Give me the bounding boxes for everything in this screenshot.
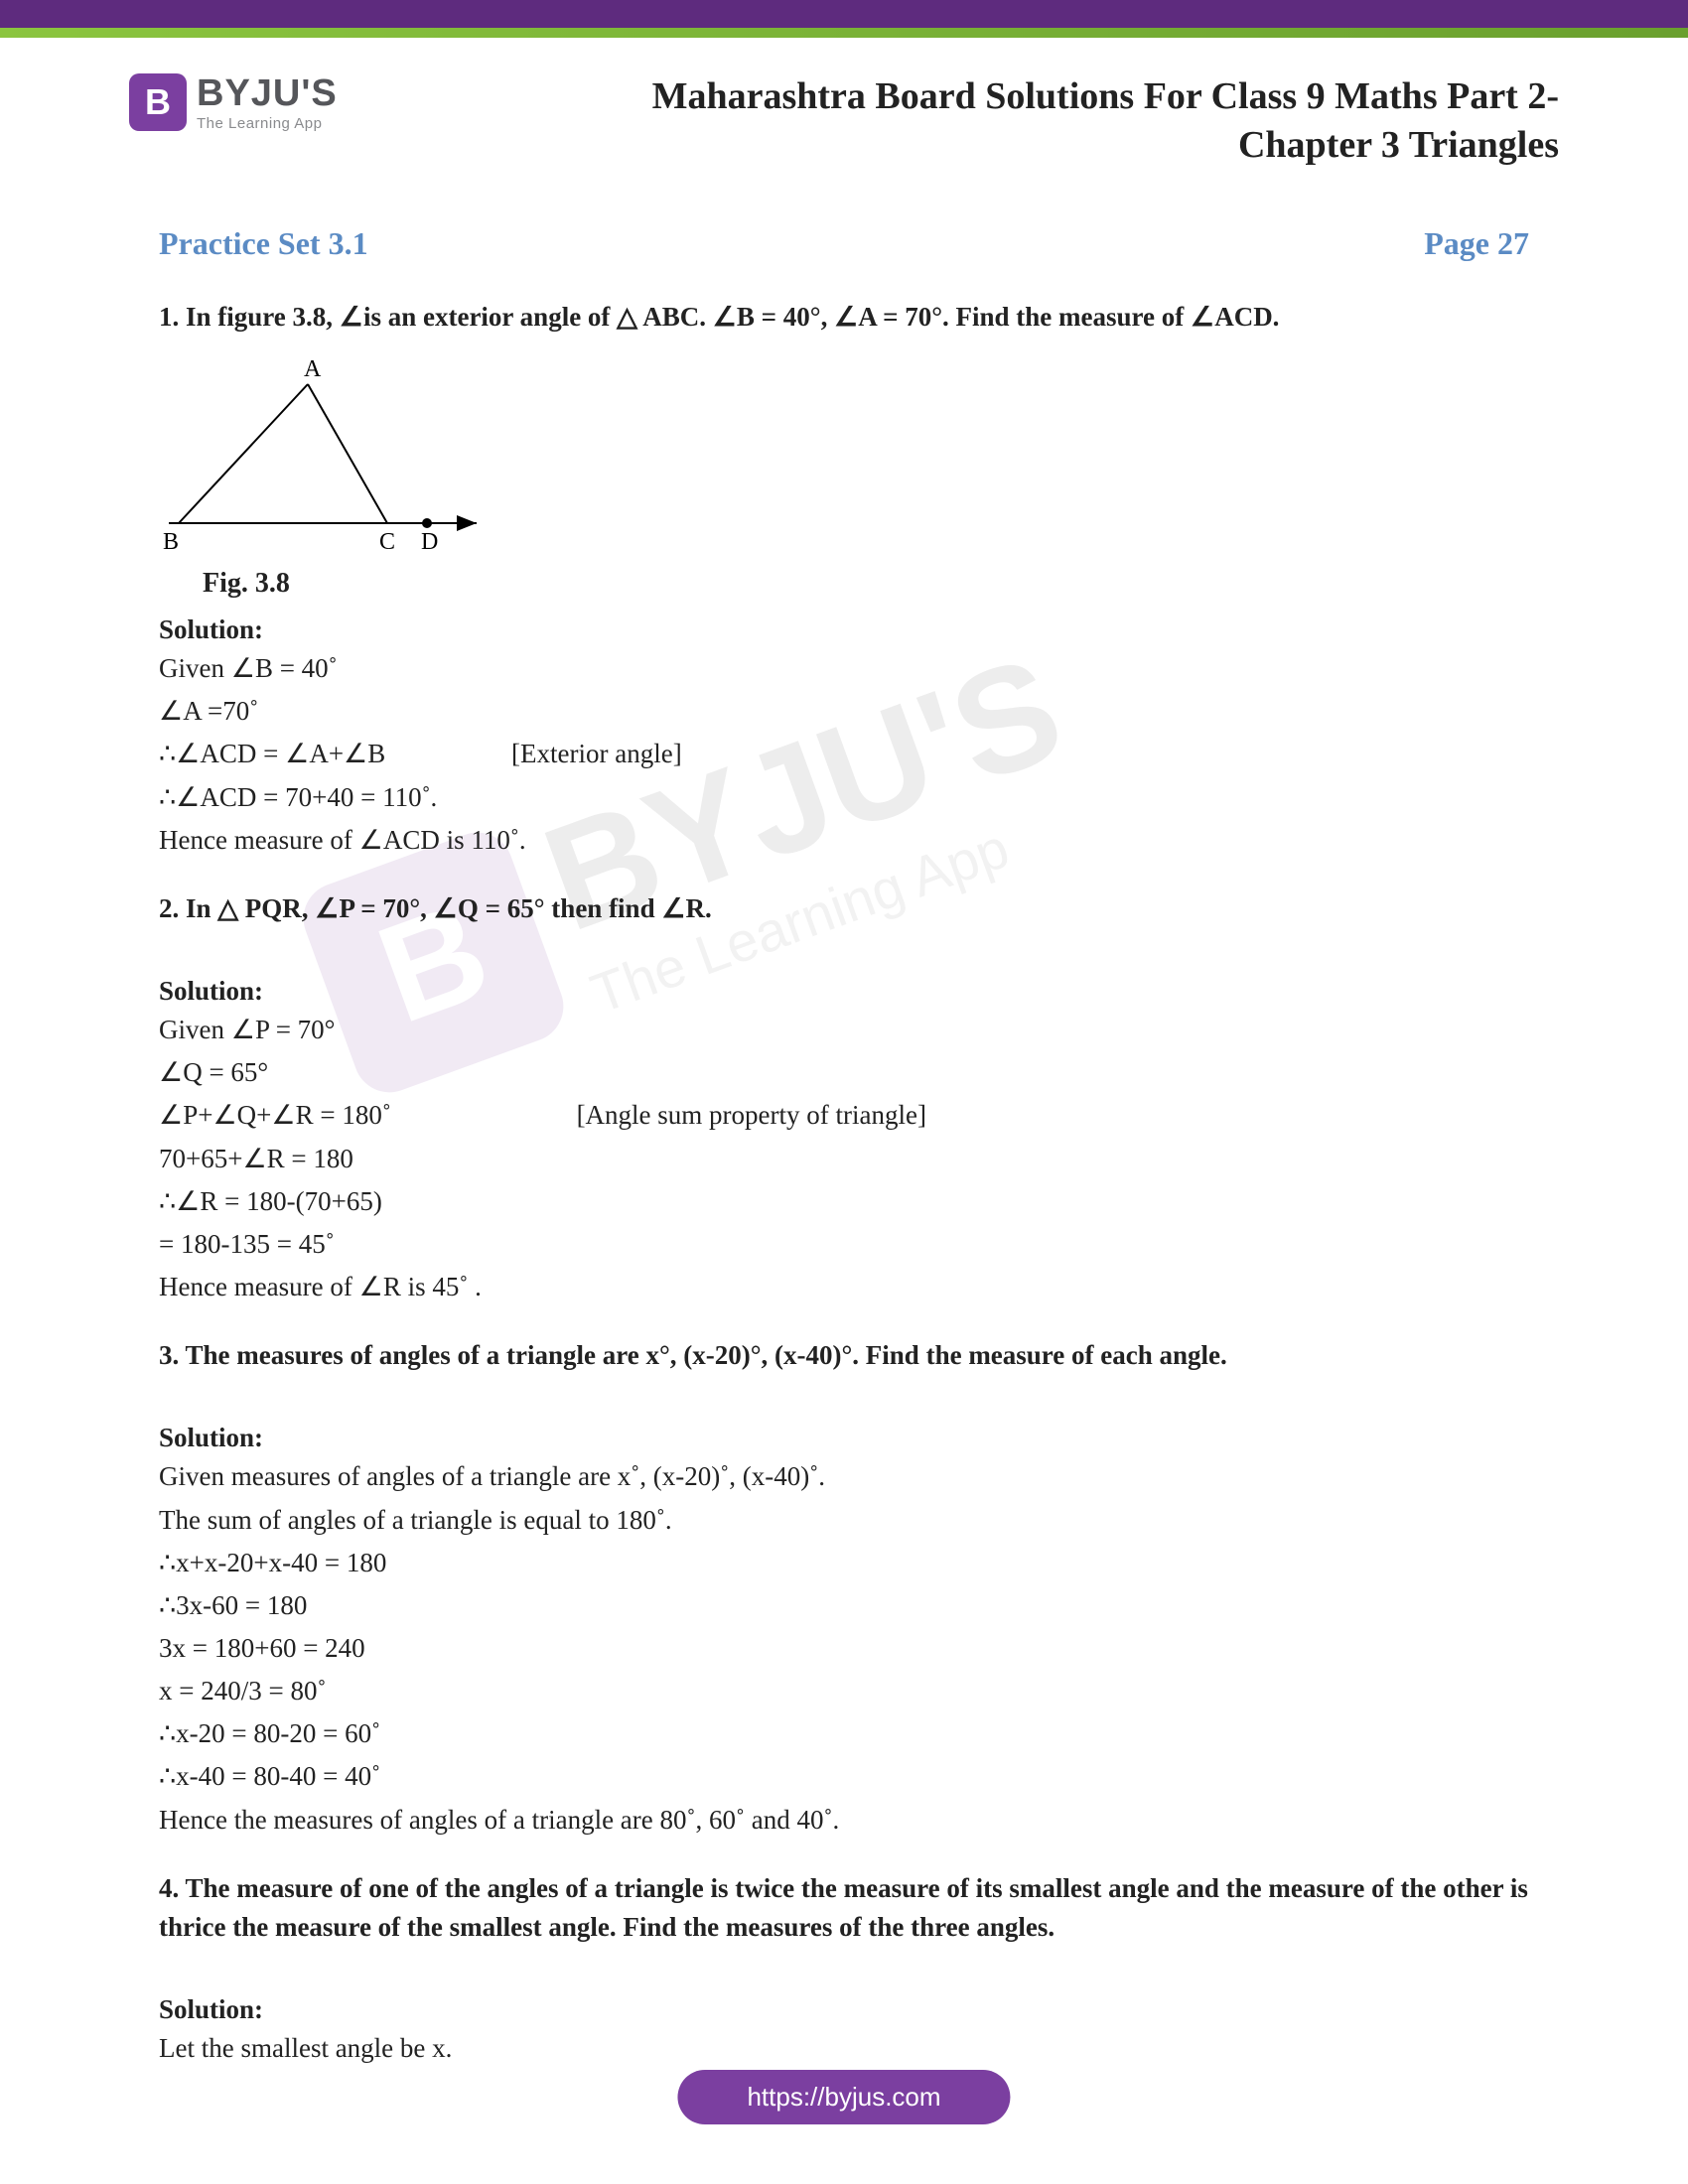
q4-l1: Let the smallest angle be x. (159, 2029, 1529, 2068)
header: B BYJU'S The Learning App Maharashtra Bo… (0, 38, 1688, 191)
svg-text:C: C (379, 529, 395, 553)
q3-l2: The sum of angles of a triangle is equal… (159, 1501, 1529, 1540)
practice-label: Practice Set 3.1 (159, 220, 368, 266)
q1-l5: Hence measure of ∠ACD is 110˚. (159, 821, 1529, 860)
q1-l3b: [Exterior angle] (511, 735, 682, 773)
q3-text: 3. The measures of angles of a triangle … (159, 1336, 1529, 1375)
logo: B BYJU'S The Learning App (129, 72, 338, 132)
green-bar (0, 28, 1688, 38)
q3-l6: x = 240/3 = 80˚ (159, 1672, 1529, 1710)
logo-main: BYJU'S (197, 72, 338, 115)
title-line2: Chapter 3 Triangles (338, 121, 1559, 170)
top-purple-bar (0, 0, 1688, 28)
footer-url[interactable]: https://byjus.com (677, 2070, 1010, 2124)
q1-l3a: ∴∠ACD = ∠A+∠B (159, 739, 385, 768)
q3-l4: ∴3x-60 = 180 (159, 1586, 1529, 1625)
svg-text:D: D (421, 529, 438, 553)
q2-l7: Hence measure of ∠R is 45˚ . (159, 1268, 1529, 1306)
svg-text:B: B (163, 529, 179, 553)
q3-l7: ∴x-20 = 80-20 = 60˚ (159, 1714, 1529, 1753)
title-line1: Maharashtra Board Solutions For Class 9 … (338, 72, 1559, 121)
q3-l3: ∴x+x-20+x-40 = 180 (159, 1544, 1529, 1582)
q2-text: 2. In △ PQR, ∠P = 70°, ∠Q = 65° then fin… (159, 889, 1529, 928)
q2-l6: = 180-135 = 45˚ (159, 1225, 1529, 1264)
q3-l8: ∴x-40 = 80-40 = 40˚ (159, 1757, 1529, 1796)
q3-l9: Hence the measures of angles of a triang… (159, 1801, 1529, 1840)
q2-solution-label: Solution: (159, 972, 1529, 1011)
q2-l2: ∠Q = 65° (159, 1053, 1529, 1092)
q1-solution-label: Solution: (159, 611, 1529, 649)
q3-l5: 3x = 180+60 = 240 (159, 1629, 1529, 1668)
logo-badge: B (129, 73, 187, 131)
q1-l3: ∴∠ACD = ∠A+∠B [Exterior angle] (159, 735, 1529, 773)
q2-l3b: [Angle sum property of triangle] (577, 1096, 926, 1135)
q2-l5: ∴∠R = 180-(70+65) (159, 1182, 1529, 1221)
q2-l4: 70+65+∠R = 180 (159, 1140, 1529, 1178)
practice-header: Practice Set 3.1 Page 27 (159, 220, 1529, 266)
q1-l4: ∴∠ACD = 70+40 = 110˚. (159, 778, 1529, 817)
q4-text: 4. The measure of one of the angles of a… (159, 1869, 1529, 1947)
q3-l1: Given measures of angles of a triangle a… (159, 1457, 1529, 1496)
page-title: Maharashtra Board Solutions For Class 9 … (338, 72, 1559, 171)
figure-3-8: A B C D Fig. 3.8 (159, 354, 1529, 605)
q1-l1: Given ∠B = 40˚ (159, 649, 1529, 688)
q3-solution-label: Solution: (159, 1419, 1529, 1457)
q2-l3a: ∠P+∠Q+∠R = 180˚ (159, 1100, 391, 1130)
q2-l1: Given ∠P = 70° (159, 1011, 1529, 1049)
q2-l3: ∠P+∠Q+∠R = 180˚ [Angle sum property of t… (159, 1096, 1529, 1135)
page-number: Page 27 (1424, 220, 1529, 266)
q1-text: 1. In figure 3.8, ∠is an exterior angle … (159, 298, 1529, 337)
content: Practice Set 3.1 Page 27 1. In figure 3.… (0, 191, 1688, 2068)
q4-solution-label: Solution: (159, 1990, 1529, 2029)
logo-text: BYJU'S The Learning App (197, 72, 338, 132)
svg-text:A: A (304, 356, 322, 382)
fig-caption: Fig. 3.8 (203, 564, 1529, 605)
q1-l2: ∠A =70˚ (159, 692, 1529, 731)
logo-sub: The Learning App (197, 115, 338, 132)
